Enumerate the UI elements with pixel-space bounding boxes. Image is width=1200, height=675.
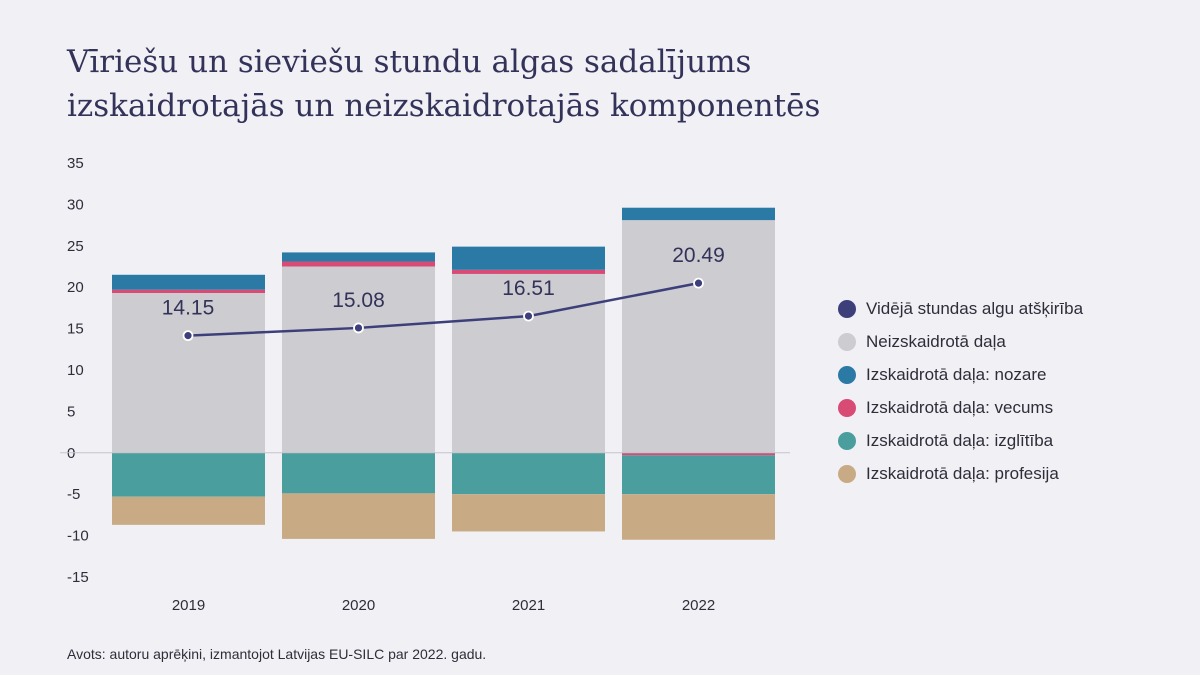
x-tick-label: 2020 xyxy=(342,597,375,614)
avg-gap-data-label: 16.51 xyxy=(502,277,555,300)
chart-title-line2: izskaidrotajās un neizskaidrotajās kompo… xyxy=(67,88,821,124)
legend-dot-age xyxy=(838,398,856,417)
source-note: Avots: autoru aprēķini, izmantojot Latvi… xyxy=(67,646,487,662)
legend-label-avg-gap: Vidējā stundas algu atšķirība xyxy=(866,298,1084,318)
legend-dot-unexplained xyxy=(838,332,856,351)
bar-segment xyxy=(452,494,605,532)
legend-item-education[interactable]: Izskaidrotā daļa: izglītība xyxy=(838,424,1083,457)
bar-segment xyxy=(622,220,775,453)
y-tick-label: 5 xyxy=(67,403,75,420)
legend-item-unexplained[interactable]: Neizskaidrotā daļa xyxy=(838,325,1083,358)
y-tick-label: -10 xyxy=(67,528,89,545)
legend-label-occupation: Izskaidrotā daļa: profesija xyxy=(866,463,1059,483)
chart-title-line1: Vīriešu un sieviešu stundu algas sadalīj… xyxy=(67,44,752,80)
y-tick-label: 15 xyxy=(67,321,84,338)
legend: Vidējā stundas algu atšķirība Neizskaidr… xyxy=(838,292,1083,490)
y-tick-label: -5 xyxy=(67,486,80,503)
avg-gap-line-path xyxy=(187,281,699,337)
bar-segment xyxy=(112,289,265,293)
bar-segment xyxy=(452,273,605,453)
avg-gap-data-label: 14.15 xyxy=(162,297,215,320)
legend-item-occupation[interactable]: Izskaidrotā daļa: profesija xyxy=(838,457,1083,490)
avg-gap-line: 14.15 15.08 16.51 20.49 xyxy=(162,244,725,342)
legend-label-industry: Izskaidrotā daļa: nozare xyxy=(866,364,1047,384)
bar-segment xyxy=(622,455,775,495)
avg-gap-point xyxy=(353,322,364,334)
bar-segment xyxy=(452,269,605,274)
legend-dot-avg-gap xyxy=(838,299,856,318)
y-tick-label: 25 xyxy=(67,238,84,255)
avg-gap-point xyxy=(693,277,704,289)
bar-segment xyxy=(622,452,775,456)
legend-item-avg-gap[interactable]: Vidējā stundas algu atšķirība xyxy=(838,292,1083,325)
x-tick-label: 2021 xyxy=(512,597,545,614)
bars xyxy=(112,207,775,540)
legend-dot-occupation xyxy=(838,464,856,483)
bar-segment xyxy=(622,494,775,540)
legend-item-age[interactable]: Izskaidrotā daļa: vecums xyxy=(838,391,1083,424)
bar-segment xyxy=(282,493,435,539)
y-tick-label: 35 xyxy=(67,155,84,172)
bar-segment xyxy=(622,207,775,221)
legend-dot-industry xyxy=(838,365,856,384)
y-tick-label: -15 xyxy=(67,569,89,586)
bar-segment xyxy=(452,452,605,495)
avg-gap-point xyxy=(523,310,534,322)
legend-item-industry[interactable]: Izskaidrotā daļa: nozare xyxy=(838,358,1083,391)
legend-label-unexplained: Neizskaidrotā daļa xyxy=(866,331,1006,351)
avg-gap-data-label: 20.49 xyxy=(672,244,725,267)
legend-dot-education xyxy=(838,431,856,450)
bar-segment xyxy=(282,266,435,453)
y-tick-label: 20 xyxy=(67,279,84,296)
bar-segment xyxy=(282,252,435,262)
bar-segment xyxy=(112,292,265,453)
chart-title: Vīriešu un sieviešu stundu algas sadalīj… xyxy=(67,40,1067,128)
legend-label-age: Izskaidrotā daļa: vecums xyxy=(866,397,1054,417)
bar-segment xyxy=(282,452,435,494)
bar-segment xyxy=(112,452,265,497)
x-tick-label: 2019 xyxy=(172,597,205,614)
avg-gap-data-label: 15.08 xyxy=(332,289,385,312)
bar-segment xyxy=(112,274,265,290)
bar-segment xyxy=(452,246,605,270)
bar-segment xyxy=(112,496,265,525)
bar-segment xyxy=(282,261,435,267)
x-tick-label: 2022 xyxy=(682,597,715,614)
legend-label-education: Izskaidrotā daļa: izglītība xyxy=(866,430,1054,450)
avg-gap-point xyxy=(182,330,194,342)
x-axis: 2019 2020 2021 2022 xyxy=(172,597,715,614)
y-tick-label: 30 xyxy=(67,196,84,213)
y-tick-label: 10 xyxy=(67,362,84,379)
